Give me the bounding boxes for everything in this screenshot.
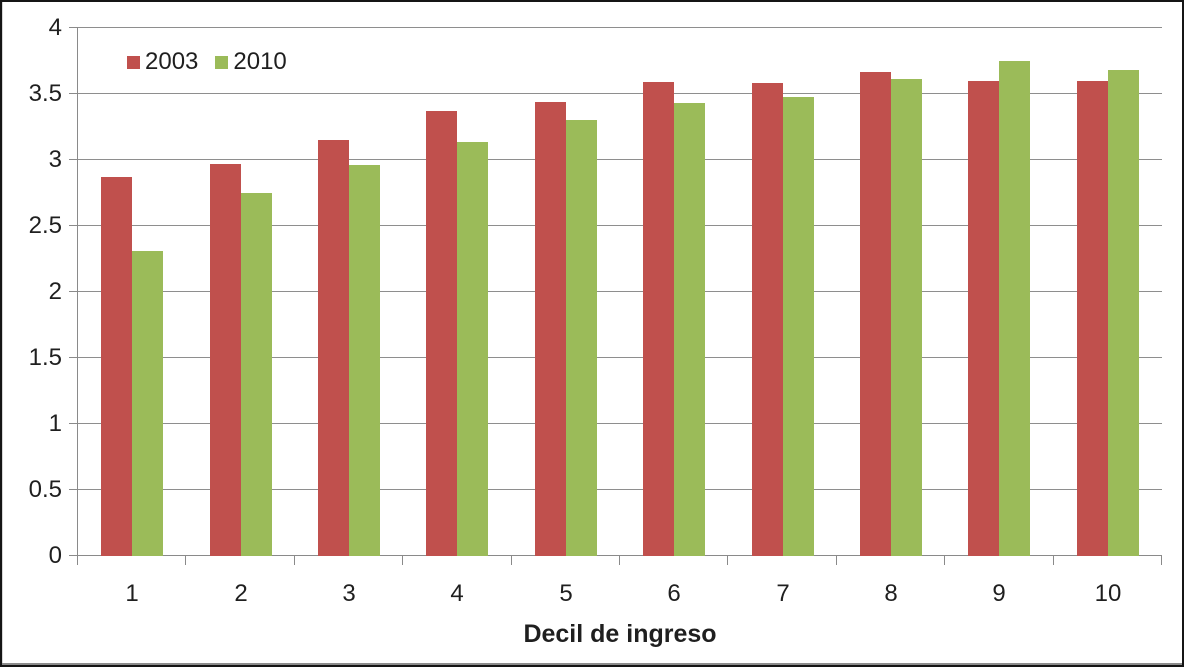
x-tick: [294, 556, 295, 565]
y-tick: [69, 489, 78, 490]
bar-2010-decil-2: [241, 193, 272, 556]
bar-2010-decil-1: [132, 251, 163, 556]
y-tick: [69, 291, 78, 292]
gridline: [78, 27, 1162, 28]
legend-swatch-2010-icon: [215, 55, 229, 69]
x-tick-label: 10: [1094, 580, 1122, 607]
legend: 2003 2010: [127, 49, 287, 75]
x-tick: [944, 556, 945, 565]
bar-2003-decil-7: [752, 83, 783, 556]
gridline: [78, 225, 1162, 226]
x-axis-title: Decil de ingreso: [523, 620, 717, 648]
x-tick: [836, 556, 837, 565]
y-tick-label: 1.5: [28, 344, 62, 371]
x-tick-label: 8: [884, 580, 898, 607]
x-tick: [77, 556, 78, 565]
y-tick: [69, 93, 78, 94]
gridline: [78, 159, 1162, 160]
x-tick-label: 5: [559, 580, 573, 607]
y-tick: [69, 27, 78, 28]
x-tick: [619, 556, 620, 565]
y-tick-label: 2.5: [28, 212, 62, 239]
legend-label-2010: 2010: [233, 48, 287, 75]
legend-item-2003: 2003: [127, 49, 198, 75]
x-axis-line: [77, 555, 1162, 556]
bar-2003-decil-5: [535, 102, 566, 556]
y-tick: [69, 555, 78, 556]
bar-2003-decil-9: [968, 81, 999, 556]
gridline: [78, 357, 1162, 358]
x-tick: [1161, 556, 1162, 565]
y-axis-line: [77, 28, 78, 556]
x-tick-label: 9: [992, 580, 1006, 607]
x-tick-label: 2: [234, 580, 248, 607]
y-tick: [69, 423, 78, 424]
x-tick: [185, 556, 186, 565]
y-tick-label: 2: [48, 278, 62, 305]
legend-swatch-2003-icon: [127, 55, 140, 69]
bar-2003-decil-3: [318, 140, 349, 556]
x-tick-label: 7: [776, 580, 790, 607]
bar-2003-decil-2: [210, 164, 241, 556]
legend-label-2003: 2003: [145, 48, 199, 75]
y-tick-label: 1: [48, 410, 62, 437]
y-tick-label: 4: [48, 14, 62, 41]
x-tick: [511, 556, 512, 565]
y-tick: [69, 225, 78, 226]
legend-item-2010: 2010: [215, 48, 287, 75]
bar-2003-decil-4: [426, 111, 457, 556]
bar-2010-decil-10: [1108, 70, 1139, 556]
bar-2003-decil-10: [1077, 81, 1108, 556]
bar-2003-decil-1: [101, 177, 132, 556]
x-tick: [402, 556, 403, 565]
gridline: [78, 489, 1162, 490]
y-tick: [69, 357, 78, 358]
bar-2010-decil-6: [674, 103, 705, 556]
bar-2010-decil-9: [999, 61, 1030, 556]
bar-2010-decil-3: [349, 165, 380, 556]
x-tick-label: 6: [667, 580, 681, 607]
bar-2003-decil-6: [643, 82, 674, 556]
bar-2003-decil-8: [860, 72, 891, 556]
x-tick-label: 1: [125, 580, 139, 607]
y-tick-label: 3: [48, 146, 62, 173]
y-tick-label: 0.5: [28, 476, 62, 503]
gridline: [78, 93, 1162, 94]
x-tick-label: 4: [450, 580, 464, 607]
x-tick-label: 3: [342, 580, 356, 607]
x-tick: [1053, 556, 1054, 565]
bar-2010-decil-8: [891, 79, 922, 556]
gridline: [78, 291, 1162, 292]
x-tick: [727, 556, 728, 565]
y-tick-label: 3.5: [28, 80, 62, 107]
bar-2010-decil-4: [457, 142, 488, 556]
bar-2010-decil-7: [783, 97, 814, 556]
bar-2010-decil-5: [566, 120, 597, 556]
y-tick-label: 0: [48, 542, 62, 569]
y-tick: [69, 159, 78, 160]
gridline: [78, 423, 1162, 424]
